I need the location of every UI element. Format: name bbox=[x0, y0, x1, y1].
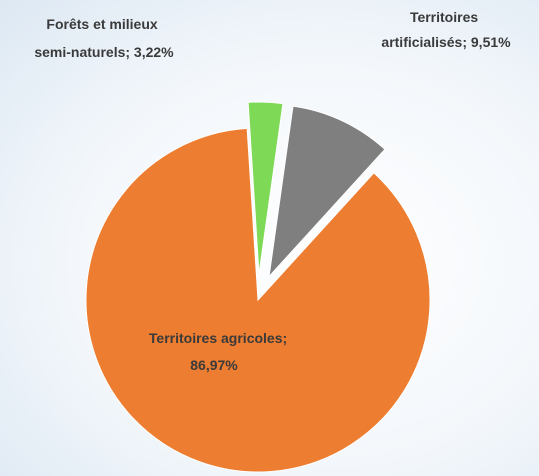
label-agricoles-line1: Territoires agricoles; bbox=[149, 330, 287, 346]
label-agricoles-line2: 86,97% bbox=[190, 357, 238, 373]
label-forets-line1: Forêts et milieux bbox=[46, 16, 157, 32]
slice-forets-milieux-semi-naturels[interactable] bbox=[247, 101, 284, 275]
pie-slices bbox=[85, 101, 431, 473]
label-forets-line2: semi-naturels; 3,22% bbox=[34, 44, 174, 60]
data-labels: Territoires artificialisés; 9,51% Forêts… bbox=[34, 9, 511, 373]
slice-territoires-artificialises[interactable] bbox=[268, 105, 386, 279]
label-territoires-artificialises: Territoires artificialisés; 9,51% bbox=[381, 9, 511, 50]
label-territoires-artificialises-line2: artificialisés; 9,51% bbox=[381, 34, 511, 50]
label-territoires-artificialises-line1: Territoires bbox=[410, 9, 478, 25]
slice-territoires-agricoles[interactable] bbox=[85, 127, 431, 473]
label-territoires-agricoles: Territoires agricoles; 86,97% bbox=[149, 330, 291, 373]
label-forets-milieux-semi-naturels: Forêts et milieux semi-naturels; 3,22% bbox=[34, 16, 174, 60]
